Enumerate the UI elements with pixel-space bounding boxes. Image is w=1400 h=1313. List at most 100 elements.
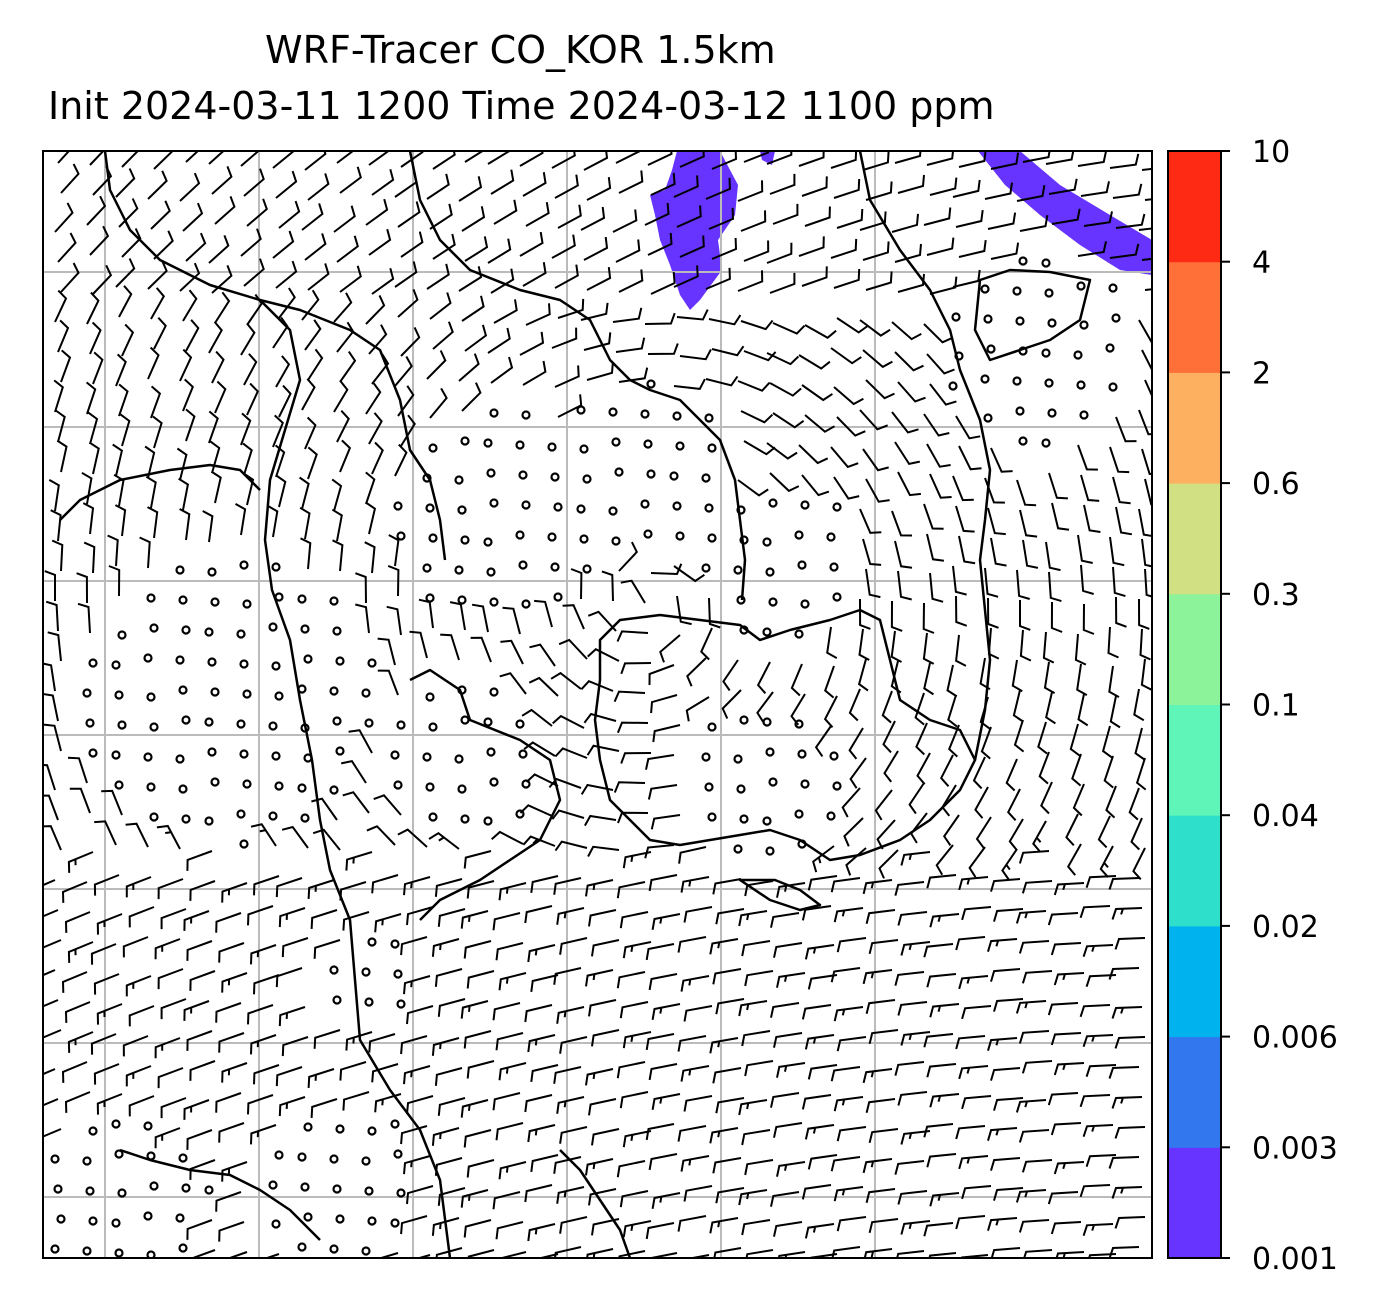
calm-wind-marker <box>1041 258 1051 268</box>
wind-barb <box>1072 783 1085 817</box>
wind-barb <box>128 1095 155 1117</box>
wind-barb <box>553 1246 582 1258</box>
wind-barb <box>215 1191 242 1212</box>
calm-wind-marker <box>390 750 400 760</box>
wind-barb <box>1050 942 1082 956</box>
wind-barb <box>980 726 992 760</box>
wind-barb <box>89 321 102 355</box>
wind-barb <box>769 173 796 195</box>
colorbar-segment <box>1168 704 1221 816</box>
calm-wind-marker <box>550 562 560 572</box>
calm-wind-marker <box>608 407 618 417</box>
wind-barb <box>766 352 800 366</box>
calm-wind-marker <box>143 752 153 762</box>
wind-barb <box>1016 185 1046 202</box>
calm-wind-marker <box>207 657 217 667</box>
calm-wind-marker <box>367 1216 377 1226</box>
wind-barb <box>250 1124 277 1145</box>
wind-barb <box>1144 478 1152 506</box>
wind-barb <box>1140 658 1152 691</box>
wind-barb <box>278 1096 306 1117</box>
wind-barb <box>208 235 230 264</box>
wind-barb <box>673 175 699 198</box>
wind-barb <box>437 1097 466 1116</box>
wind-barb <box>429 292 452 320</box>
wind-barb <box>147 260 168 290</box>
wind-barb <box>1135 757 1147 791</box>
wind-barb <box>1015 1189 1047 1203</box>
wind-barb <box>253 875 280 896</box>
calm-wind-marker <box>367 658 377 668</box>
wind-barb <box>426 350 447 380</box>
wind-barb <box>958 1155 989 1170</box>
wind-barb <box>769 272 796 294</box>
wind-barb <box>522 262 547 287</box>
wind-barb <box>400 326 421 357</box>
wind-barb <box>1082 603 1095 635</box>
wind-barb <box>498 882 527 901</box>
calm-wind-marker <box>515 809 525 819</box>
wind-barb <box>1085 974 1117 988</box>
wind-barb <box>57 319 70 353</box>
wind-barb <box>208 151 225 165</box>
wind-barb <box>182 378 194 412</box>
wind-barb <box>247 1004 274 1025</box>
calm-wind-marker <box>236 719 246 729</box>
wind-barb <box>548 777 582 789</box>
calm-wind-marker <box>1012 376 1022 386</box>
wind-barb <box>313 939 341 959</box>
wind-barb <box>972 756 986 790</box>
calm-wind-marker <box>611 437 621 447</box>
wind-barb <box>1108 1066 1140 1079</box>
calm-wind-marker <box>271 562 281 572</box>
wind-barb <box>612 307 643 323</box>
wind-barb <box>500 639 524 665</box>
wind-barb <box>1045 541 1061 572</box>
wind-barb <box>429 203 453 230</box>
calm-wind-marker <box>274 592 284 602</box>
wind-barb <box>741 940 771 957</box>
wind-barb <box>466 880 495 899</box>
calm-wind-marker <box>614 467 624 477</box>
wind-barb <box>1079 1094 1111 1108</box>
wind-barb <box>114 504 127 537</box>
calm-wind-marker <box>425 593 435 603</box>
calm-wind-marker <box>143 1211 153 1221</box>
calm-wind-marker <box>390 1218 400 1228</box>
wind-barb <box>1144 379 1152 399</box>
calm-wind-marker <box>111 660 121 670</box>
wind-barb <box>528 676 559 697</box>
wind-barb <box>1050 1032 1082 1046</box>
wind-barb <box>525 202 550 227</box>
wind-barb <box>650 814 681 830</box>
calm-wind-marker <box>518 749 528 759</box>
wind-barb <box>183 1000 210 1021</box>
wind-barb <box>418 598 434 629</box>
wind-barb <box>1109 446 1130 474</box>
wind-barb <box>859 211 887 231</box>
wind-barb <box>153 230 174 260</box>
wind-barb <box>935 844 954 876</box>
calm-wind-marker <box>303 1212 313 1222</box>
calm-wind-marker <box>826 811 836 821</box>
wind-barb <box>845 847 867 876</box>
wind-barb <box>394 171 418 198</box>
wind-barb <box>211 350 225 384</box>
calm-wind-marker <box>797 749 807 759</box>
wind-barb <box>770 1092 800 1108</box>
wind-barb <box>769 382 802 397</box>
calm-wind-marker <box>582 564 592 574</box>
calm-wind-marker <box>454 565 464 575</box>
wind-barb <box>868 1128 899 1144</box>
wind-barb <box>147 170 168 200</box>
calm-wind-marker <box>1076 380 1086 390</box>
wind-barb <box>60 349 72 383</box>
wind-barb <box>176 447 188 481</box>
wind-barb <box>530 974 559 993</box>
wind-barb <box>770 1191 800 1207</box>
wind-barb <box>1112 476 1131 505</box>
wind-barb <box>240 151 260 167</box>
calm-wind-marker <box>489 408 499 418</box>
wind-barb <box>250 1034 277 1055</box>
coastline-shandong <box>59 463 261 521</box>
